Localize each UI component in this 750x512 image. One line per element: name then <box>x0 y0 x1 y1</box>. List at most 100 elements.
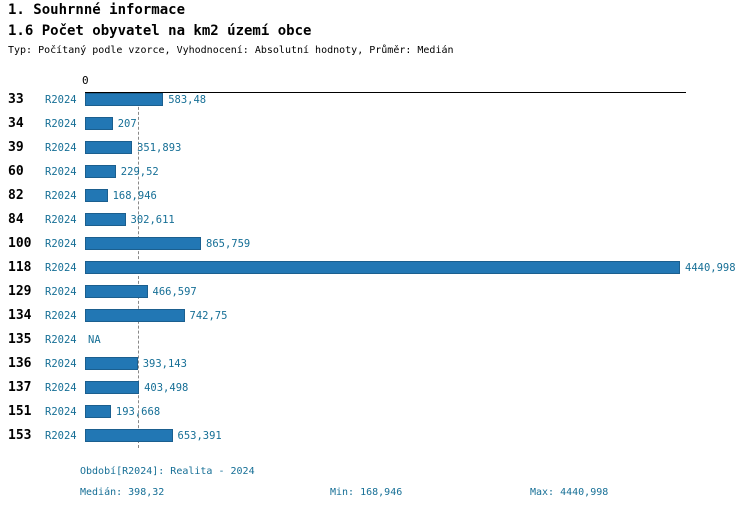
bar-area: 207 <box>85 112 680 136</box>
bar-value-label: 229,52 <box>120 166 159 178</box>
row-series-label: R2024 <box>45 238 77 250</box>
row-series-label: R2024 <box>45 382 77 394</box>
row-series-label: R2024 <box>45 334 77 346</box>
row-category-label: 136 <box>8 356 32 371</box>
row-series-label: R2024 <box>45 310 77 322</box>
chart-row: 82 R2024 168,946 <box>0 184 750 208</box>
chart-row: 118 R2024 4440,998 <box>0 256 750 280</box>
chart-row: 34 R2024 207 <box>0 112 750 136</box>
row-category-label: 100 <box>8 236 32 251</box>
row-category-label: 84 <box>8 212 24 227</box>
chart-row: 134 R2024 742,75 <box>0 304 750 328</box>
row-category-label: 34 <box>8 116 24 131</box>
chart-row: 129 R2024 466,597 <box>0 280 750 304</box>
bar-area: 168,946 <box>85 184 680 208</box>
chart-row: 100 R2024 865,759 <box>0 232 750 256</box>
row-category-label: 129 <box>8 284 32 299</box>
bar-value-label: 466,597 <box>152 286 197 298</box>
bar-area: 653,391 <box>85 424 680 448</box>
bar-area: 193,668 <box>85 400 680 424</box>
row-series-label: R2024 <box>45 286 77 298</box>
bar-value-label: 4440,998 <box>685 262 736 274</box>
footer-min-label: Min: 168,946 <box>330 487 403 498</box>
x-axis-origin-label: 0 <box>82 74 89 87</box>
bar-area: 302,611 <box>85 208 680 232</box>
bar-area: 393,143 <box>85 352 680 376</box>
value-bar <box>85 429 173 442</box>
value-bar <box>85 213 126 226</box>
footer-median-label: Medián: 398,32 <box>80 487 165 498</box>
bar-value-label: NA <box>88 334 101 346</box>
bar-value-label: 393,143 <box>142 358 187 370</box>
row-category-label: 33 <box>8 92 24 107</box>
row-category-label: 118 <box>8 260 32 275</box>
bar-area: 4440,998 <box>85 256 736 280</box>
footer-max-label: Max: 4440,998 <box>530 487 609 498</box>
bar-area: 742,75 <box>85 304 680 328</box>
bar-value-label: 742,75 <box>189 310 228 322</box>
row-category-label: 39 <box>8 140 24 155</box>
value-bar <box>85 165 116 178</box>
bar-area: 351,893 <box>85 136 680 160</box>
chart-row: 135 R2024 NA <box>0 328 750 352</box>
row-category-label: 134 <box>8 308 32 323</box>
chart-row: 136 R2024 393,143 <box>0 352 750 376</box>
row-series-label: R2024 <box>45 94 77 106</box>
bar-area: 229,52 <box>85 160 680 184</box>
bar-value-label: 653,391 <box>177 430 222 442</box>
value-bar <box>85 285 148 298</box>
row-category-label: 135 <box>8 332 32 347</box>
value-bar <box>85 405 111 418</box>
value-bar <box>85 357 138 370</box>
bar-value-label: 583,48 <box>168 94 207 106</box>
chart-row: 39 R2024 351,893 <box>0 136 750 160</box>
chart-title: 1.6 Počet obyvatel na km2 území obce <box>8 23 312 39</box>
row-series-label: R2024 <box>45 430 77 442</box>
bar-value-label: 865,759 <box>206 238 251 250</box>
bar-value-label: 207 <box>117 118 137 130</box>
chart-row: 151 R2024 193,668 <box>0 400 750 424</box>
bar-value-label: 351,893 <box>137 142 182 154</box>
value-bar <box>85 117 113 130</box>
row-series-label: R2024 <box>45 142 77 154</box>
bar-area: NA <box>85 328 680 352</box>
value-bar <box>85 237 201 250</box>
chart-row: 84 R2024 302,611 <box>0 208 750 232</box>
value-bar <box>85 309 185 322</box>
row-category-label: 153 <box>8 428 32 443</box>
row-category-label: 151 <box>8 404 32 419</box>
value-bar <box>85 261 680 274</box>
bar-value-label: 193,668 <box>115 406 161 418</box>
row-category-label: 137 <box>8 380 32 395</box>
chart-row: 60 R2024 229,52 <box>0 160 750 184</box>
row-series-label: R2024 <box>45 118 77 130</box>
chart-rows: 33 R2024 583,48 34 R2024 207 39 R2024 351,893 60 R… <box>0 88 750 448</box>
row-series-label: R2024 <box>45 214 77 226</box>
bar-area: 865,759 <box>85 232 680 256</box>
bar-value-label: 403,498 <box>144 382 189 394</box>
value-bar <box>85 141 133 154</box>
bar-area: 466,597 <box>85 280 680 304</box>
value-bar <box>85 93 164 106</box>
chart-row: 33 R2024 583,48 <box>0 88 750 112</box>
bar-area: 583,48 <box>85 88 680 112</box>
value-bar <box>85 381 140 394</box>
chart-subtitle: Typ: Počítaný podle vzorce, Vyhodnocení:… <box>8 45 454 56</box>
x-axis-line <box>85 92 686 93</box>
value-bar <box>85 189 108 202</box>
chart-row: 153 R2024 653,391 <box>0 424 750 448</box>
chart-row: 137 R2024 403,498 <box>0 376 750 400</box>
row-series-label: R2024 <box>45 358 77 370</box>
row-category-label: 82 <box>8 188 24 203</box>
bar-value-label: 302,611 <box>130 214 175 226</box>
row-series-label: R2024 <box>45 166 77 178</box>
bar-value-label: 168,946 <box>112 190 157 202</box>
row-series-label: R2024 <box>45 190 77 202</box>
row-category-label: 60 <box>8 164 24 179</box>
row-series-label: R2024 <box>45 262 77 274</box>
row-series-label: R2024 <box>45 406 77 418</box>
footer-period-label: Období[R2024]: Realita - 2024 <box>80 466 255 477</box>
bar-area: 403,498 <box>85 376 680 400</box>
report-section-title: 1. Souhrnné informace <box>8 2 186 18</box>
